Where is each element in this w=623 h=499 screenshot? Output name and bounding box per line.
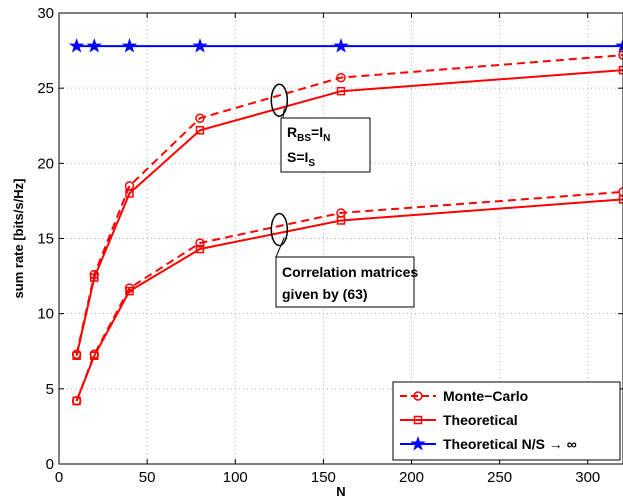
star-marker bbox=[615, 38, 623, 53]
legend-entry-theoretical-n-s: Theoretical N/S → ∞ bbox=[400, 435, 577, 452]
x-tick-label: 50 bbox=[139, 469, 156, 486]
square-marker bbox=[195, 126, 205, 135]
star-marker bbox=[410, 435, 426, 451]
square-marker bbox=[618, 65, 623, 75]
square-marker bbox=[90, 351, 99, 361]
x-tick-label: 0 bbox=[55, 469, 63, 486]
annotation-line: RBS=IN bbox=[287, 124, 330, 144]
star-marker bbox=[192, 38, 208, 53]
annotation-identity: RBS=IN S=IS bbox=[270, 83, 371, 173]
circle-marker bbox=[195, 238, 205, 248]
annotation-box bbox=[275, 256, 415, 308]
star-marker bbox=[86, 38, 102, 53]
annotations: RBS=IN S=IS Correlation matrices given by (… bbox=[270, 83, 418, 308]
y-tick-label: 20 bbox=[37, 155, 54, 172]
square-marker bbox=[413, 415, 423, 425]
circle-marker bbox=[336, 72, 346, 83]
circle-marker bbox=[618, 187, 623, 197]
x-tick-label: 200 bbox=[399, 469, 424, 486]
y-tick-label: 5 bbox=[46, 381, 54, 398]
square-marker bbox=[90, 273, 99, 282]
annotation-line: Correlation matrices bbox=[282, 264, 418, 280]
series-theoretical-correlated bbox=[72, 195, 623, 406]
annotation-box bbox=[280, 117, 371, 173]
square-marker bbox=[125, 189, 134, 198]
square-marker bbox=[195, 244, 205, 254]
circle-marker bbox=[413, 391, 423, 401]
axis-ticks: 0 50 100 150 200 250 300 0 5 10 15 20 25 30 bbox=[37, 5, 623, 486]
circle-marker bbox=[618, 50, 623, 60]
square-marker bbox=[125, 286, 134, 296]
square-marker bbox=[72, 351, 81, 361]
x-tick-label: 300 bbox=[575, 469, 600, 486]
annotation-subscript: N bbox=[323, 133, 330, 144]
y-tick-label: 15 bbox=[37, 231, 54, 248]
square-marker bbox=[72, 396, 81, 406]
legend: Monte−Carlo Theoretical Theoretical N/S → … bbox=[392, 381, 621, 461]
annotation-line: S=IS bbox=[287, 149, 315, 169]
annotation-text: S=I bbox=[287, 149, 308, 165]
series-theoretical-n-s-limit bbox=[68, 38, 623, 53]
annotation-correlated: Correlation matrices given by (63) bbox=[270, 212, 418, 308]
annotation-text: =I bbox=[311, 124, 323, 140]
square-marker bbox=[618, 195, 623, 204]
annotation-text: R bbox=[287, 124, 297, 140]
star-marker bbox=[121, 38, 138, 53]
y-tick-label: 30 bbox=[37, 5, 54, 22]
annotation-subscript: S bbox=[308, 158, 315, 169]
x-axis-label: N bbox=[336, 484, 345, 499]
y-axis-label: sum rate [bits/s/Hz] bbox=[11, 179, 26, 299]
annotation-line: given by (63) bbox=[282, 286, 368, 302]
square-marker bbox=[336, 216, 346, 225]
annotation-ellipse bbox=[270, 212, 289, 247]
annotation-pointer bbox=[275, 237, 285, 258]
annotation-text: given by (63) bbox=[282, 286, 368, 302]
circle-marker bbox=[195, 113, 205, 123]
square-marker bbox=[336, 86, 346, 96]
star-marker bbox=[333, 38, 349, 53]
y-tick-label: 0 bbox=[46, 456, 54, 473]
series-theoretical-identity bbox=[72, 65, 623, 361]
x-tick-label: 100 bbox=[223, 469, 248, 486]
annotation-ellipse bbox=[270, 83, 289, 117]
series-layer bbox=[68, 38, 623, 406]
series-line bbox=[75, 69, 623, 357]
y-tick-label: 10 bbox=[37, 306, 54, 323]
annotation-text: Correlation matrices bbox=[282, 264, 418, 280]
x-tick-label: 250 bbox=[487, 469, 512, 486]
series-line bbox=[75, 198, 623, 402]
legend-label: Theoretical N/S → ∞ bbox=[443, 436, 577, 452]
star-marker bbox=[68, 38, 85, 53]
annotation-subscript: BS bbox=[297, 133, 311, 144]
legend-entry-theoretical: Theoretical bbox=[400, 412, 518, 428]
y-tick-label: 25 bbox=[37, 80, 54, 97]
x-tick-label: 150 bbox=[311, 469, 336, 486]
legend-label: Monte−Carlo bbox=[443, 388, 528, 404]
legend-label: Theoretical bbox=[443, 412, 518, 428]
legend-entry-monte-carlo: Monte−Carlo bbox=[400, 388, 528, 404]
